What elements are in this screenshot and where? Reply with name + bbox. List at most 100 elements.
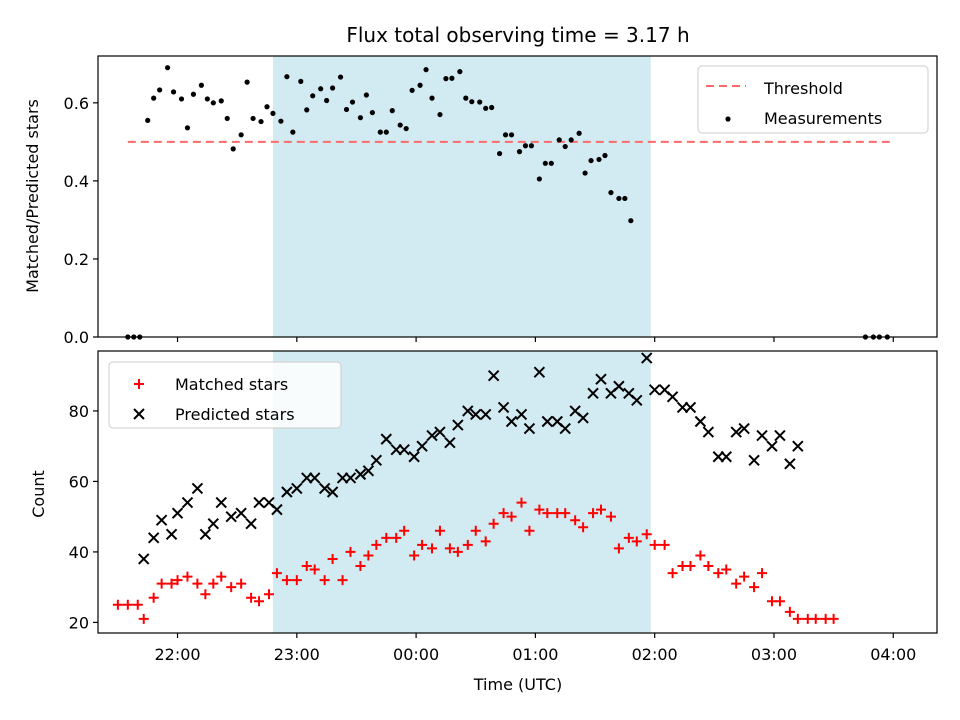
legend-threshold-label: Threshold xyxy=(763,79,843,98)
matched-star-point xyxy=(301,561,312,572)
matched-star-point xyxy=(208,578,219,589)
matched-star-point xyxy=(810,613,821,624)
matched-star-point xyxy=(172,575,183,586)
matched-star-point xyxy=(731,578,742,589)
matched-star-point xyxy=(271,568,282,579)
predicted-star-point xyxy=(720,451,732,463)
matched-star-point xyxy=(345,546,356,557)
predicted-star-point xyxy=(774,429,786,442)
matched-star-point xyxy=(200,589,211,600)
measurement-point xyxy=(270,110,276,116)
matched-star-point xyxy=(309,564,320,575)
predicted-star-point xyxy=(380,433,392,445)
measurement-point xyxy=(369,109,375,116)
measurement-point xyxy=(562,143,568,150)
matched-star-point xyxy=(534,504,545,515)
measurement-point xyxy=(556,137,562,143)
matched-star-point xyxy=(703,561,714,572)
predicted-star-point xyxy=(497,401,510,414)
predicted-star-point xyxy=(408,451,420,463)
predicted-star-point xyxy=(253,496,265,509)
matched-star-point xyxy=(319,575,330,586)
matched-star-point xyxy=(216,571,227,582)
predicted-star-point xyxy=(487,369,500,382)
measurement-point xyxy=(397,122,403,128)
predicted-star-point xyxy=(702,426,715,438)
y-tick-label: 0.6 xyxy=(64,94,89,113)
predicted-star-point xyxy=(207,518,220,530)
matched-star-point xyxy=(542,508,553,519)
matched-star-point xyxy=(488,518,499,529)
y-tick-label: 40 xyxy=(69,543,89,562)
predicted-star-point xyxy=(416,440,428,452)
matched-star-point xyxy=(605,511,616,522)
predicted-star-point xyxy=(738,422,750,435)
measurement-point xyxy=(522,143,529,149)
legend-predicted-label: Predicted stars xyxy=(175,405,295,424)
measurement-point xyxy=(429,95,435,101)
predicted-star-point xyxy=(281,486,293,498)
matched-star-point xyxy=(417,539,428,550)
measurement-point xyxy=(469,99,475,105)
predicted-star-point xyxy=(479,408,492,421)
measurement-point xyxy=(417,82,423,88)
measurement-point xyxy=(238,132,244,138)
predicted-star-point xyxy=(271,503,283,516)
predicted-star-point xyxy=(326,486,339,498)
measurement-point xyxy=(502,132,509,138)
ratio-y-axis-label: Matched/Predicted stars xyxy=(23,99,42,293)
predicted-star-point xyxy=(452,419,464,431)
matched-star-point xyxy=(480,536,491,547)
predicted-star-point xyxy=(225,510,237,523)
predicted-star-point xyxy=(577,412,589,424)
measurement-point xyxy=(310,93,316,99)
matched-star-point xyxy=(596,504,607,515)
measurement-point xyxy=(190,91,197,97)
matched-star-point xyxy=(641,529,652,540)
y-tick-label: 60 xyxy=(69,472,89,491)
matched-star-point xyxy=(739,571,750,582)
x-tick-label: 02:00 xyxy=(632,645,678,664)
measurement-point xyxy=(528,143,535,149)
measurement-point xyxy=(363,92,370,98)
predicted-star-point xyxy=(784,458,796,470)
predicted-star-point xyxy=(398,443,410,456)
measurement-point xyxy=(463,95,469,101)
predicted-star-point xyxy=(648,384,661,396)
measurement-point xyxy=(304,107,310,113)
matched-star-point xyxy=(427,543,438,554)
matched-star-point xyxy=(263,589,274,600)
matched-star-point xyxy=(381,532,392,543)
predicted-star-point xyxy=(631,394,643,407)
matched-star-point xyxy=(246,592,257,603)
matched-star-point xyxy=(156,578,167,589)
predicted-star-point xyxy=(309,472,321,484)
measurement-point xyxy=(244,79,250,85)
matched-star-point xyxy=(462,539,473,550)
predicted-star-point xyxy=(505,415,518,428)
predicted-star-point xyxy=(666,391,679,403)
matched-star-point xyxy=(444,543,455,554)
matched-star-point xyxy=(391,532,402,543)
matched-star-point xyxy=(371,539,382,550)
measurement-point xyxy=(548,160,554,166)
matched-star-point xyxy=(828,613,839,624)
measurement-point xyxy=(508,132,515,138)
measurement-point xyxy=(588,157,594,164)
matched-star-point xyxy=(498,508,509,519)
legend-matched-label: Matched stars xyxy=(175,375,288,394)
legend-measurement-swatch xyxy=(725,116,731,122)
matched-star-point xyxy=(112,599,123,610)
measurement-point xyxy=(457,69,463,75)
measurement-point xyxy=(596,156,602,163)
matched-star-point xyxy=(434,525,445,536)
predicted-star-point xyxy=(344,472,357,484)
predicted-star-point xyxy=(694,415,707,428)
chart-title: Flux total observing time = 3.17 h xyxy=(346,23,689,47)
predicted-star-point xyxy=(748,454,760,466)
measurement-point xyxy=(330,85,336,91)
matched-star-point xyxy=(452,546,463,557)
y-tick-label: 0.4 xyxy=(64,172,89,191)
predicted-star-point xyxy=(370,454,383,466)
ratio-panel: 0.0 0.2 0.4 0.6 Threshold Measurements xyxy=(64,55,938,347)
